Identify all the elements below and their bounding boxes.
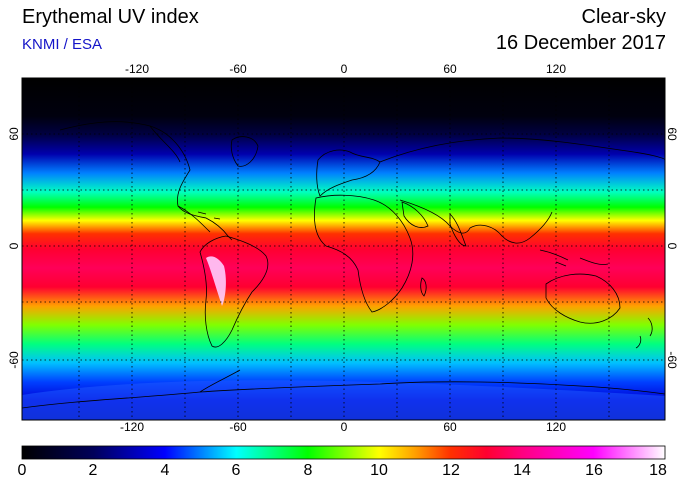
uv-field bbox=[22, 78, 665, 420]
lon-tick-bottom: 0 bbox=[340, 420, 348, 434]
lon-tick-top: 60 bbox=[443, 62, 457, 76]
colorbar-label: 0 bbox=[17, 462, 27, 479]
colorbar-label: 18 bbox=[649, 462, 667, 479]
map-frame bbox=[21, 77, 666, 421]
antarctic-band bbox=[22, 380, 665, 420]
lon-tick-top: 120 bbox=[545, 62, 567, 76]
sky-condition: Clear-sky bbox=[581, 6, 666, 28]
colorbar-label: 10 bbox=[370, 462, 388, 479]
colorbar bbox=[21, 445, 666, 460]
colorbar-label: 4 bbox=[160, 462, 170, 479]
map-title: Erythemal UV index bbox=[22, 6, 199, 28]
lon-tick-bottom: 60 bbox=[443, 420, 457, 434]
colorbar-label: 14 bbox=[513, 462, 531, 479]
lon-tick-top: -60 bbox=[229, 62, 247, 76]
map-source: KNMI / ESA bbox=[22, 36, 103, 53]
colorbar-label: 12 bbox=[442, 462, 460, 479]
colorbar-label: 16 bbox=[585, 462, 603, 479]
colorbar-label: 2 bbox=[88, 462, 98, 479]
lon-tick-bottom: -60 bbox=[229, 420, 247, 434]
lon-tick-top: -120 bbox=[124, 62, 150, 76]
lon-tick-top: 0 bbox=[340, 62, 348, 76]
graticule bbox=[22, 78, 665, 420]
lon-tick-bottom: -120 bbox=[119, 420, 145, 434]
coastlines bbox=[22, 121, 665, 409]
map-date: 16 December 2017 bbox=[495, 32, 666, 54]
lon-tick-bottom: 120 bbox=[545, 420, 567, 434]
colorbar-label: 6 bbox=[231, 462, 241, 479]
andes-high-uv bbox=[206, 256, 226, 306]
colorbar-label: 8 bbox=[303, 462, 313, 479]
